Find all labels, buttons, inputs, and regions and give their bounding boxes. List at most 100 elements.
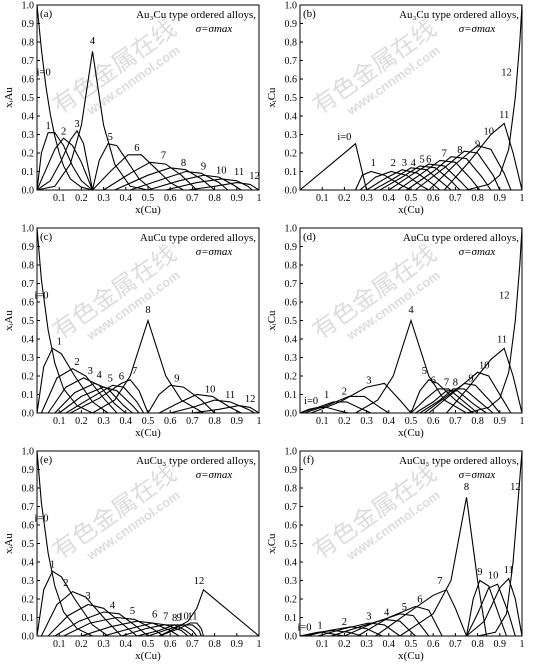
series-line-8 (92, 318, 204, 414)
curve-label: 6 (431, 375, 436, 386)
x-tick-label: 0.8 (471, 416, 484, 427)
series-line-9 (465, 579, 508, 637)
x-tick-label: 0.9 (231, 639, 244, 650)
chart-title: Au₃Cu type ordered alloys, (399, 9, 519, 21)
y-tick-label: 0.0 (22, 186, 35, 197)
x-tick-label: 0.5 (405, 416, 418, 427)
x-tick-label: 0.3 (360, 416, 373, 427)
chart-title: AuCu type ordered alloys, (403, 232, 519, 244)
series-line-7 (375, 589, 468, 637)
x-tick-label: 0.1 (53, 193, 66, 204)
chart-subtitle: σ=σmax (459, 469, 496, 481)
chart-subtitle: σ=σmax (459, 23, 496, 35)
curve-label: 1 (317, 621, 322, 632)
y-tick-label: 0.7 (22, 279, 35, 290)
chart-subtitle: σ=σmax (196, 469, 233, 481)
x-tick-label: 0.1 (53, 416, 66, 427)
x-axis-label: x(Cu) (135, 427, 161, 439)
x-axis-label: x(Cu) (398, 204, 424, 216)
series-line-11 (443, 122, 523, 191)
y-tick-label: 1.0 (285, 1, 298, 12)
y-tick-label: 0.5 (285, 316, 298, 327)
panel-c: 0.1 0.2 0.3 0.4 0.5 0.6 0.7 0.8 0.9 1 0.0 0.1 0.2 0.3… (3, 224, 262, 440)
y-tick-label: 0.4 (22, 558, 35, 569)
y-tick-label: 0.9 (22, 19, 35, 30)
panel-label: (e) (40, 454, 53, 466)
curve-label: 12 (501, 67, 512, 78)
y-tick-label: 0.5 (285, 539, 298, 550)
x-tick-label: 0.6 (164, 416, 177, 427)
series-line-8 (399, 497, 488, 637)
x-tick-label: 0.3 (97, 193, 110, 204)
series-line-7 (397, 159, 481, 191)
curve-label: 11 (497, 335, 507, 346)
series-line-4 (355, 318, 467, 414)
panel-label: (a) (40, 8, 53, 20)
y-tick-label: 0.7 (22, 502, 35, 513)
series-line-3 (36, 129, 94, 191)
y-tick-label: 1.0 (22, 224, 35, 235)
curve-label: i=0 (297, 622, 311, 633)
y-axis-label: xᵢAu (3, 87, 15, 108)
y-tick-label: 0.4 (22, 335, 35, 346)
y-tick-label: 0.3 (22, 353, 35, 364)
y-tick-label: 0.1 (285, 167, 298, 178)
y-tick-label: 0.2 (285, 595, 298, 606)
x-tick-label: 1 (257, 193, 262, 204)
series-line-5 (379, 165, 461, 191)
y-tick-label: 0.8 (22, 38, 35, 49)
curve-label: i=0 (337, 132, 351, 143)
series-line-9 (136, 624, 198, 637)
series-line-6 (92, 154, 184, 191)
curve-label: 9 (176, 613, 181, 624)
x-tick-label: 0.4 (120, 639, 133, 650)
series-line-5 (63, 616, 164, 637)
chart-title: Au₃Cu type ordered alloys, (136, 9, 256, 21)
y-tick-label: 0.2 (285, 372, 298, 383)
curve-label: 10 (483, 127, 494, 138)
x-tick-label: 0.6 (164, 193, 177, 204)
series-line-12 (466, 4, 523, 191)
series-line-12 (192, 405, 260, 414)
curve-label: 8 (181, 158, 186, 169)
curve-label: 3 (366, 375, 371, 386)
curve-label: 11 (499, 110, 509, 121)
y-tick-label: 0.0 (285, 409, 298, 420)
series-line-8 (419, 388, 494, 414)
curve-label: 1 (50, 560, 55, 571)
curve-label: 2 (342, 387, 347, 398)
x-tick-label: 0.4 (120, 193, 133, 204)
y-tick-label: 0.2 (22, 149, 35, 160)
series-line-10 (428, 371, 512, 414)
curve-label: 4 (97, 370, 103, 381)
series-line-8 (121, 624, 193, 637)
curve-label: 9 (201, 162, 206, 173)
y-axis-label: xᵢCu (266, 533, 278, 554)
y-tick-label: 0.9 (285, 242, 298, 253)
x-tick-label: 0.1 (316, 416, 329, 427)
series-line-i=0 (36, 227, 93, 414)
x-tick-label: 0.1 (316, 639, 329, 650)
curve-label: 8 (145, 305, 150, 316)
y-tick-label: 0.2 (285, 149, 298, 160)
curve-label: 7 (163, 611, 168, 622)
curve-label: 6 (134, 143, 139, 154)
y-axis-label: xᵢCu (266, 87, 278, 108)
x-tick-label: 0.6 (427, 639, 440, 650)
series-line-3 (317, 622, 401, 637)
curve-label: 9 (468, 374, 473, 385)
series-line-5 (58, 386, 140, 414)
curve-label: 3 (85, 591, 90, 602)
curve-label: 8 (172, 613, 177, 624)
y-tick-label: 0.4 (285, 558, 298, 569)
x-tick-label: 0.4 (383, 416, 396, 427)
curve-label: 10 (205, 385, 216, 396)
y-tick-label: 1.0 (22, 1, 35, 12)
y-tick-label: 0.0 (22, 632, 35, 643)
y-tick-label: 0.3 (285, 130, 298, 141)
series-line-7 (70, 379, 149, 414)
series-line-10 (147, 624, 202, 637)
curve-label: 12 (249, 171, 260, 182)
